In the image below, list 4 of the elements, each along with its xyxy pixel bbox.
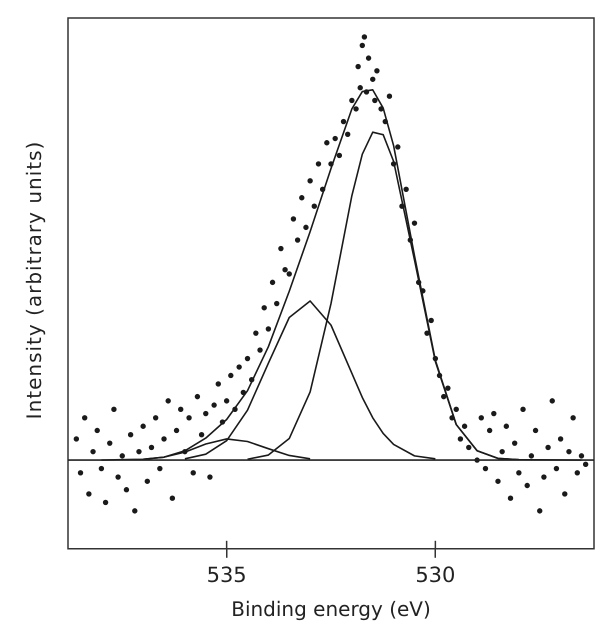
y-axis-title: Intensity (arbitrary units): [22, 140, 46, 420]
x-tick-label: 535: [206, 562, 247, 587]
x-axis-title: Binding energy (eV): [231, 597, 431, 622]
x-tick-label: 530: [415, 562, 456, 587]
